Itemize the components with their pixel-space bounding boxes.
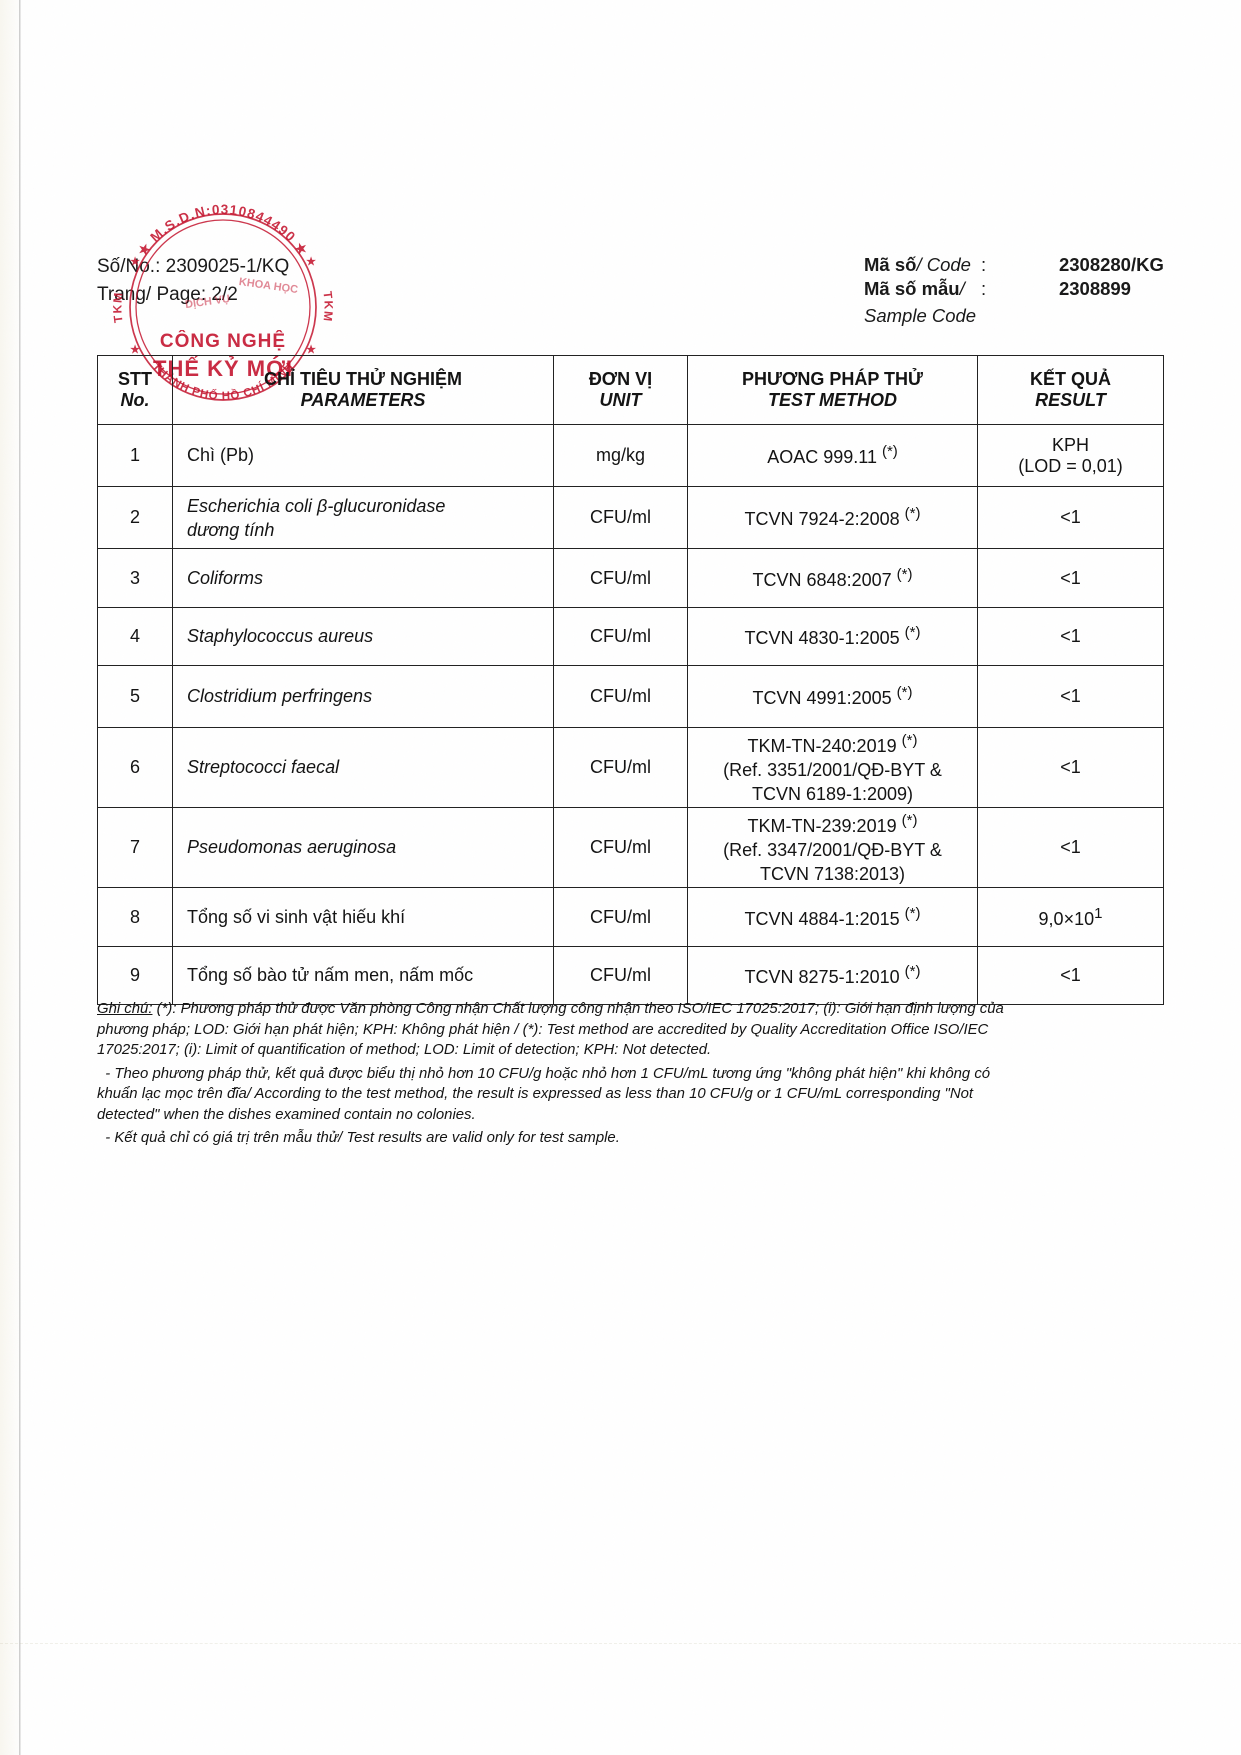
svg-text:KHOA HỌC: KHOA HỌC [238,276,299,296]
svg-text:DỊCH VỤ: DỊCH VỤ [184,293,231,311]
svg-text:★: ★ [306,256,316,268]
svg-text:★: ★ [130,256,140,268]
svg-text:★ M.S.D.N:0310844490 ★: ★ M.S.D.N:0310844490 ★ [135,202,312,259]
svg-text:TKM: TKM [113,291,126,324]
svg-text:TKM: TKM [320,290,333,323]
svg-text:CÔNG NGHỆ: CÔNG NGHỆ [160,330,286,352]
